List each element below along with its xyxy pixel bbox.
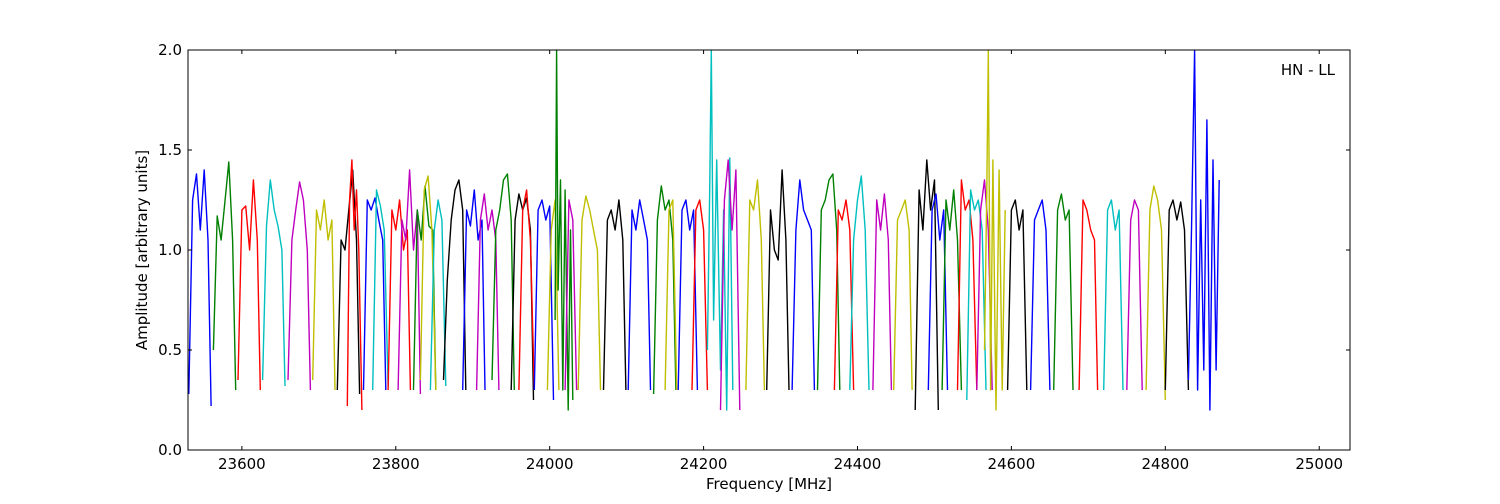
series-line-9: [362, 197, 387, 391]
series-line-53: [1078, 199, 1099, 391]
series-line-40: [849, 175, 870, 391]
series-line-11: [387, 199, 412, 391]
series-line-34: [719, 159, 741, 411]
y-tick-label: 1.5: [158, 141, 182, 159]
x-tick-label: 25000: [1295, 455, 1343, 473]
x-tick-label: 24800: [1141, 455, 1189, 473]
series-line-57: [1164, 199, 1190, 391]
series-line-31: [677, 199, 699, 391]
series-line-16: [442, 179, 467, 391]
series-line-3: [237, 179, 261, 391]
x-tick-label: 23800: [372, 455, 420, 473]
series-line-28: [627, 199, 652, 391]
y-tick-label: 0.0: [158, 441, 182, 459]
series-line-6: [312, 199, 336, 391]
series-line-52: [1053, 193, 1074, 391]
series-line-24: [554, 50, 574, 411]
series-line-35: [745, 179, 766, 391]
series-line-44: [927, 193, 949, 391]
x-tick-label: 24600: [988, 455, 1036, 473]
series-line-10: [372, 189, 389, 391]
x-axis: 23600 23800 24000 24200 24400 24600 24800 25000: [218, 50, 1343, 473]
y-tick-label: 0.5: [158, 341, 182, 359]
series-line-39: [833, 199, 855, 391]
series-line-51: [1029, 199, 1051, 391]
series-line-19: [491, 173, 515, 391]
y-axis-label: Amplitude [arbitrary units]: [133, 150, 151, 350]
series-line-15: [429, 199, 447, 391]
series-line-50: [1006, 199, 1028, 391]
series-line-2: [212, 161, 237, 391]
x-tick-label: 23600: [218, 455, 266, 473]
y-tick-label: 1.0: [158, 241, 182, 259]
annotation-label: HN - LL: [1281, 61, 1336, 79]
y-axis: 0.0 0.5 1.0 1.5 2.0: [158, 41, 1350, 459]
series-line-38: [816, 173, 841, 391]
series-line-29: [652, 185, 677, 395]
series-line-49: [983, 50, 1006, 411]
series-line-47: [966, 189, 987, 401]
series-line-5: [287, 181, 312, 391]
series-line-54: [1103, 199, 1124, 391]
series-line-55: [1126, 199, 1143, 391]
series-line-37: [791, 179, 816, 391]
series-line-41: [872, 193, 893, 391]
series-line-21: [518, 189, 535, 391]
series-line-43: [914, 159, 939, 411]
series-line-23: [546, 199, 560, 391]
series-line-58: [1187, 50, 1220, 411]
series-line-33: [706, 50, 734, 411]
series-line-26: [577, 195, 602, 391]
series-line-1: [188, 169, 212, 407]
series-line-17: [462, 189, 486, 391]
series-line-36: [766, 169, 790, 391]
series-line-42: [893, 199, 913, 391]
series-line-25: [564, 199, 578, 391]
series-line-30: [664, 199, 678, 391]
series-line-46: [956, 179, 978, 391]
x-tick-label: 24000: [526, 455, 574, 473]
series-line-18: [475, 193, 500, 391]
series-line-8: [346, 159, 363, 411]
series-line-32: [691, 199, 709, 391]
series-line-27: [602, 199, 627, 391]
series-layer: [188, 50, 1220, 411]
series-line-56: [1145, 185, 1166, 401]
series-line-45: [941, 189, 963, 391]
y-tick-label: 2.0: [158, 41, 182, 59]
x-tick-label: 24400: [834, 455, 882, 473]
x-axis-label: Frequency [MHz]: [706, 475, 832, 493]
x-tick-label: 24200: [680, 455, 728, 473]
series-line-4: [261, 179, 286, 387]
